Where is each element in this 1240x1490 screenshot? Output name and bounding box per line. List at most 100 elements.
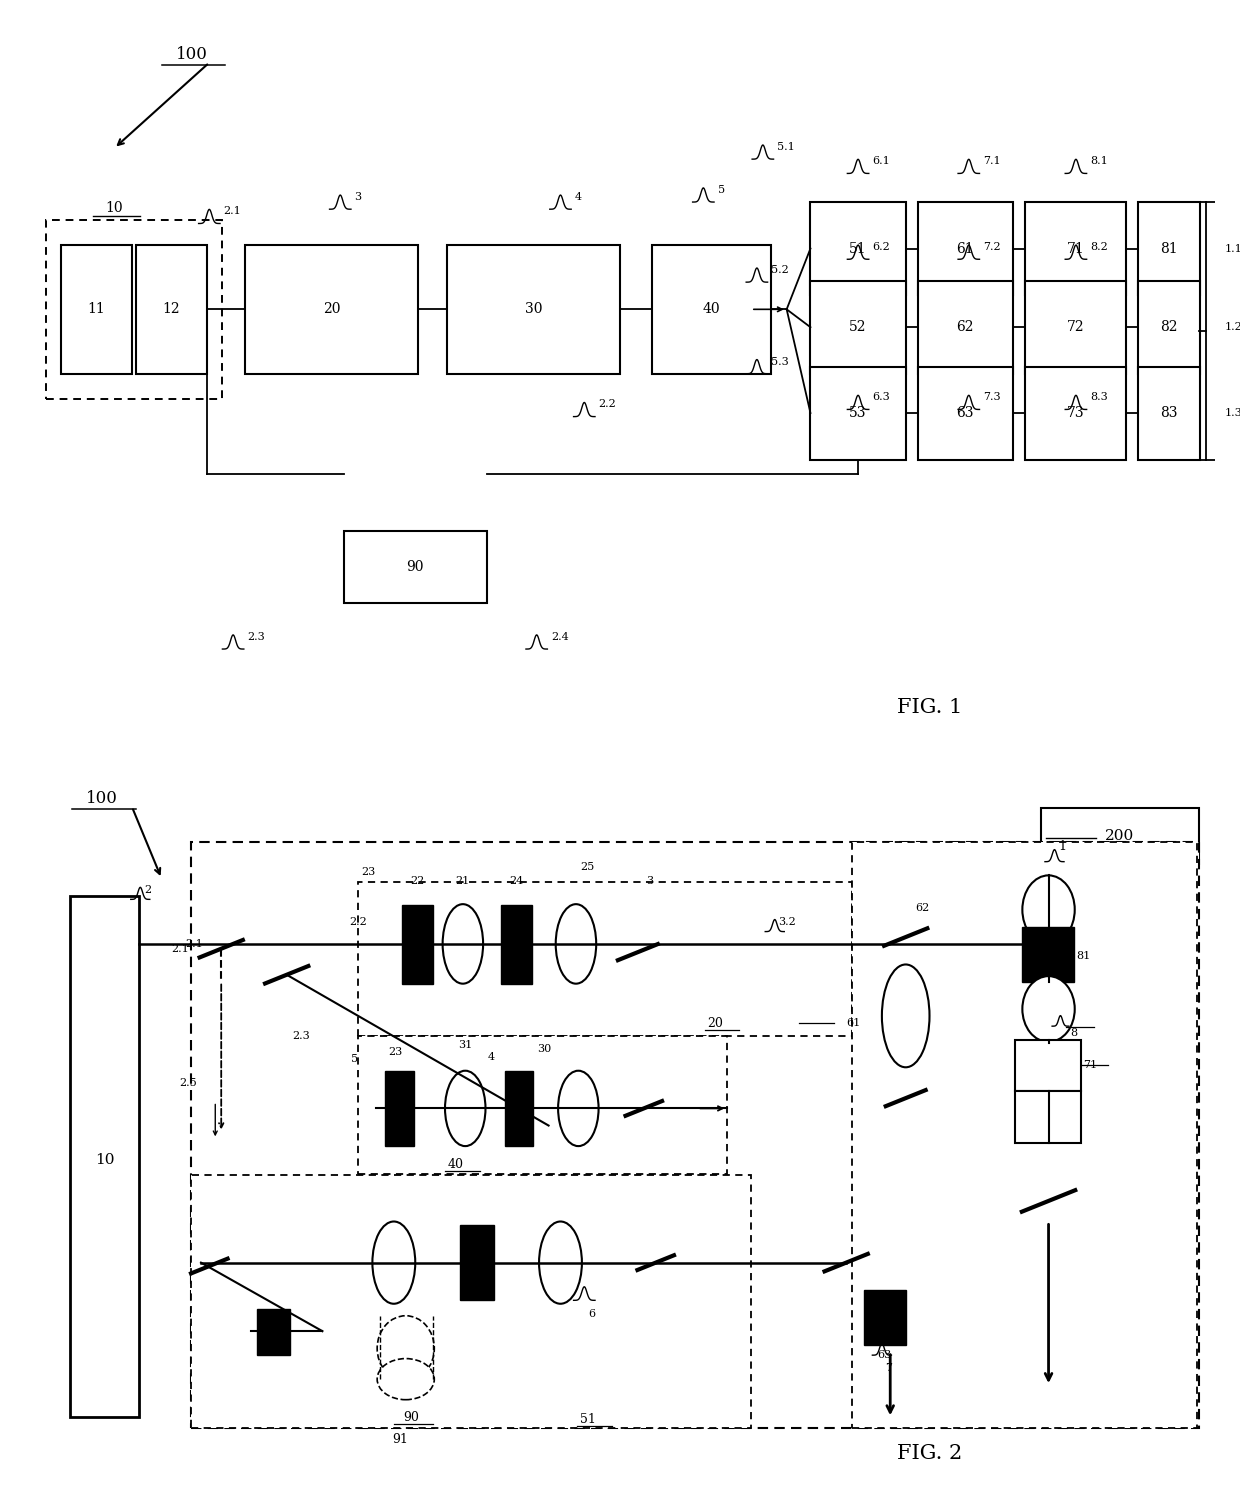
Text: 81: 81: [1159, 241, 1178, 255]
Ellipse shape: [377, 1359, 434, 1399]
Text: 90: 90: [404, 1411, 419, 1424]
Bar: [386, 1071, 414, 1146]
Text: 63: 63: [877, 1350, 892, 1360]
Bar: [257, 1308, 290, 1356]
Text: 2: 2: [144, 885, 151, 894]
Text: 100: 100: [87, 790, 118, 808]
Text: 7.2: 7.2: [983, 241, 1001, 252]
Text: 51: 51: [849, 241, 867, 255]
Text: 5.3: 5.3: [771, 356, 789, 367]
Bar: [46, 221, 222, 399]
Text: 83: 83: [1161, 407, 1178, 420]
Text: 6.2: 6.2: [873, 241, 890, 252]
Bar: [811, 367, 905, 459]
Text: 1: 1: [1058, 840, 1066, 854]
Bar: [505, 1071, 533, 1146]
Text: 2.2: 2.2: [599, 399, 616, 410]
Bar: [501, 904, 532, 983]
Ellipse shape: [558, 1071, 599, 1146]
Text: 10: 10: [94, 1153, 114, 1167]
Ellipse shape: [882, 964, 930, 1067]
Bar: [448, 244, 620, 374]
Text: 1.3: 1.3: [1225, 408, 1240, 419]
Text: FIG. 2: FIG. 2: [897, 1444, 962, 1463]
Text: 4: 4: [575, 192, 582, 203]
Ellipse shape: [443, 904, 484, 983]
Text: 100: 100: [176, 46, 207, 63]
Text: 53: 53: [849, 407, 867, 420]
Text: 5: 5: [351, 1053, 358, 1064]
Bar: [918, 367, 1013, 459]
Bar: [343, 530, 486, 602]
Bar: [918, 203, 1013, 295]
Text: 6.1: 6.1: [873, 156, 890, 167]
Text: 61: 61: [846, 1018, 861, 1028]
Text: 40: 40: [448, 1158, 464, 1171]
Bar: [1024, 367, 1126, 459]
Bar: [1042, 808, 1199, 864]
Text: 5.2: 5.2: [771, 265, 789, 276]
Ellipse shape: [539, 1222, 582, 1304]
Text: 1.1: 1.1: [1225, 243, 1240, 253]
Bar: [1024, 203, 1126, 295]
Text: 63: 63: [956, 407, 973, 420]
Text: 2.5: 2.5: [180, 1077, 197, 1088]
Text: 82: 82: [1161, 320, 1178, 334]
Text: 5: 5: [718, 185, 724, 195]
Text: 21: 21: [456, 876, 470, 885]
Text: 62: 62: [915, 903, 930, 913]
Text: 200: 200: [1105, 828, 1135, 843]
Text: 40: 40: [703, 302, 720, 316]
Text: 2.1: 2.1: [171, 945, 188, 954]
Text: 4: 4: [487, 1052, 495, 1062]
Text: 23: 23: [362, 867, 376, 876]
Bar: [852, 842, 1198, 1429]
Text: 1.2: 1.2: [1225, 322, 1240, 332]
Text: 73: 73: [1066, 407, 1084, 420]
Text: 7.1: 7.1: [983, 156, 1001, 167]
Text: 72: 72: [1066, 320, 1084, 334]
Text: 3: 3: [646, 876, 653, 885]
Bar: [1022, 927, 1074, 982]
Bar: [135, 244, 207, 374]
Text: 7: 7: [885, 1363, 893, 1374]
Bar: [864, 1290, 905, 1345]
Text: 71: 71: [1066, 241, 1084, 255]
Bar: [358, 1037, 727, 1174]
Bar: [652, 244, 771, 374]
Bar: [246, 244, 418, 374]
Bar: [191, 1176, 751, 1429]
Text: 90: 90: [407, 560, 424, 574]
Text: 12: 12: [162, 302, 180, 316]
Bar: [69, 895, 139, 1417]
Text: 2.1: 2.1: [186, 939, 203, 949]
Text: 3: 3: [355, 192, 362, 203]
Text: 8.3: 8.3: [1090, 392, 1109, 402]
Text: 20: 20: [322, 302, 340, 316]
Bar: [358, 882, 852, 1037]
Bar: [1138, 367, 1200, 459]
Bar: [811, 280, 905, 374]
Bar: [61, 244, 131, 374]
Bar: [1016, 1091, 1081, 1143]
Text: 51: 51: [579, 1413, 595, 1426]
Text: 71: 71: [1083, 1061, 1097, 1070]
Text: 5.1: 5.1: [777, 142, 795, 152]
Bar: [918, 280, 1013, 374]
Text: 30: 30: [525, 302, 542, 316]
Text: 2.4: 2.4: [551, 632, 569, 642]
Text: 2.1: 2.1: [223, 206, 242, 216]
Bar: [460, 1225, 494, 1301]
Text: 20: 20: [707, 1016, 723, 1030]
Bar: [402, 904, 433, 983]
Bar: [1024, 280, 1126, 374]
Ellipse shape: [372, 1222, 415, 1304]
Text: 62: 62: [956, 320, 973, 334]
Ellipse shape: [377, 1316, 434, 1381]
Text: 22: 22: [410, 876, 425, 885]
Text: 24: 24: [510, 876, 523, 885]
Text: 3.2: 3.2: [779, 916, 796, 927]
Ellipse shape: [445, 1071, 486, 1146]
Bar: [1138, 203, 1200, 295]
Text: 11: 11: [87, 302, 105, 316]
